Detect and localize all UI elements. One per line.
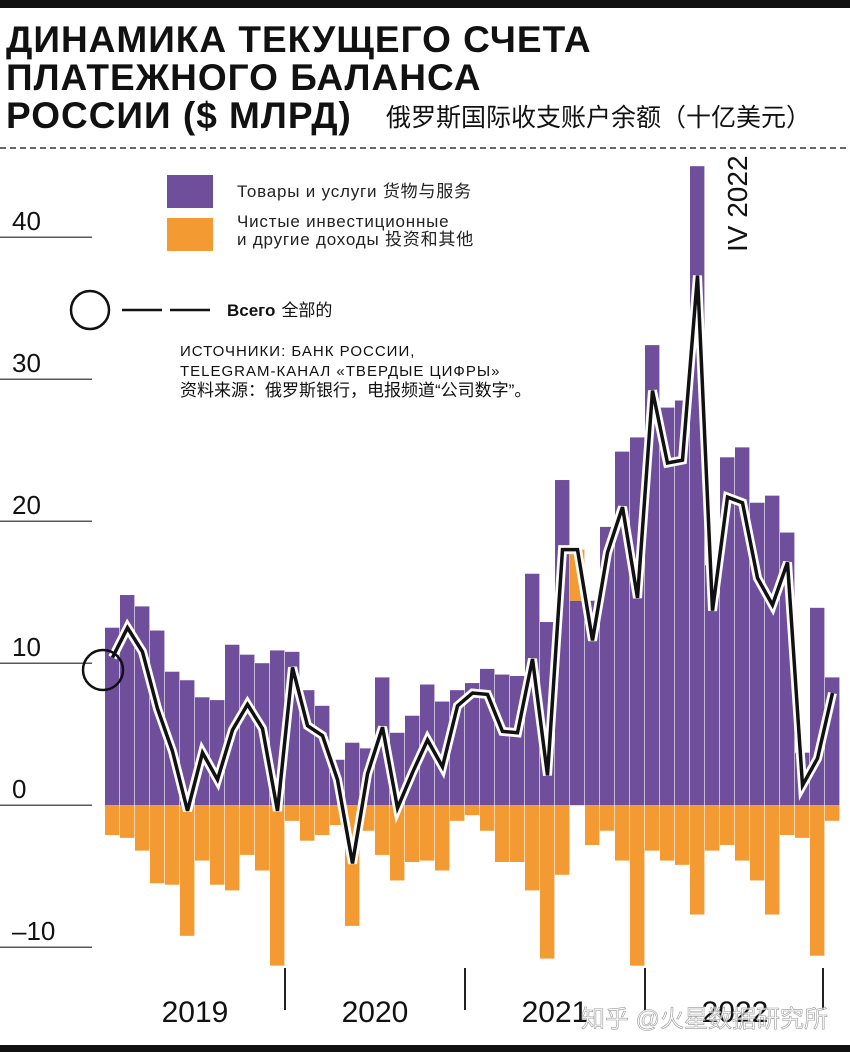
bar-income: [225, 805, 240, 891]
bar-goods: [345, 742, 360, 806]
watermark: 知乎 @火星数据研究所: [581, 1006, 828, 1033]
legend-label: Товары и услуги 货物与服务: [237, 182, 472, 201]
bar-goods: [570, 600, 585, 806]
bar-income: [405, 805, 420, 862]
bar-income: [750, 805, 765, 881]
bar-income: [765, 805, 780, 915]
bar-income: [210, 805, 225, 885]
year-label: 2020: [342, 996, 409, 1029]
bar-goods: [690, 166, 705, 806]
bar-income: [105, 805, 120, 836]
bar-income: [285, 805, 300, 821]
bar-goods: [765, 495, 780, 806]
bar-income: [300, 805, 315, 841]
y-tick-label: 40: [12, 206, 41, 236]
total-line: [110, 275, 835, 864]
year-label: 2019: [162, 996, 229, 1029]
annotation: IV 2022: [722, 155, 753, 252]
legend-total-label: Всего 全部的: [227, 301, 332, 320]
bar-goods: [465, 683, 480, 806]
bar-income: [555, 805, 570, 875]
bar-income: [315, 805, 330, 836]
bar-income: [375, 805, 390, 855]
y-tick-label: 30: [12, 348, 41, 378]
bar-income: [180, 805, 195, 936]
bar-income: [660, 805, 675, 861]
bar-income: [420, 805, 435, 861]
bar-income: [825, 805, 840, 821]
y-tick-label: –10: [12, 916, 55, 946]
bar-income: [120, 805, 135, 838]
bar-income: [690, 805, 705, 915]
bar-income: [495, 805, 510, 862]
year-label: 2021: [522, 996, 589, 1029]
bar-income: [675, 805, 690, 865]
bar-income: [735, 805, 750, 861]
bar-income: [165, 805, 180, 885]
chart-subtitle: 俄罗斯国际收支账户余额（十亿美元）: [386, 104, 811, 132]
bar-goods: [615, 451, 630, 806]
bar-income: [480, 805, 495, 831]
bar-goods: [660, 407, 675, 806]
bar-income: [135, 805, 150, 851]
bar-goods: [180, 680, 195, 806]
legend-label: Чистые инвестиционные: [237, 212, 449, 231]
bar-income: [255, 805, 270, 871]
legend-label: и другие доходы 投资和其他: [237, 230, 474, 249]
legend-swatch: [167, 175, 213, 208]
bar-income: [540, 805, 555, 959]
bar-income: [450, 805, 465, 821]
bar-income: [390, 805, 405, 881]
bar-income: [510, 805, 525, 862]
year-label: 2022: [702, 996, 769, 1029]
bar-income: [705, 805, 720, 851]
y-tick-label: 0: [12, 774, 26, 804]
bottom-rule: [0, 1045, 850, 1052]
legend-total-name: Всего: [227, 301, 275, 320]
source: ИСТОЧНИКИ: БАНК РОССИИ,: [180, 343, 415, 360]
bar-income: [240, 805, 255, 855]
legend-total-name-zh: 全部的: [281, 301, 332, 320]
y-tick-label: 20: [12, 490, 41, 520]
y-tick-label: 10: [12, 632, 41, 662]
bar-income: [720, 805, 735, 845]
total-callout: [81, 648, 125, 692]
bar-income: [615, 805, 630, 861]
bar-goods: [675, 400, 690, 806]
chart-title: ПЛАТЕЖНОГО БАЛАНСА: [6, 57, 481, 98]
bar-income: [270, 805, 285, 966]
bar-goods: [480, 668, 495, 806]
top-rule: [0, 0, 850, 8]
bar-goods: [495, 674, 510, 806]
bar-income: [600, 805, 615, 831]
bar-goods: [120, 595, 135, 806]
chart-title: ДИНАМИКА ТЕКУЩЕГО СЧЕТА: [6, 19, 592, 60]
bar-goods: [105, 627, 120, 806]
source: 资料来源：俄罗斯银行，电报频道“公司数字”。: [180, 381, 531, 400]
chart-title: РОССИИ ($ МЛРД): [6, 95, 352, 136]
source: TELEGRAM-КАНАЛ «ТВЕРДЫЕ ЦИФРЫ»: [180, 363, 500, 380]
bar-income: [525, 805, 540, 891]
bar-income: [465, 805, 480, 816]
bar-income: [795, 805, 810, 838]
bar-income: [585, 805, 600, 845]
bar-income: [645, 805, 660, 851]
bar-income: [630, 805, 645, 966]
bar-goods: [240, 654, 255, 806]
bar-income: [195, 805, 210, 861]
bar-income: [810, 805, 825, 956]
bar-income: [150, 805, 165, 884]
bar-income: [780, 805, 795, 836]
legend-total-marker: [69, 289, 111, 331]
bar-income: [435, 805, 450, 871]
bar-goods: [585, 600, 600, 806]
legend-swatch: [167, 218, 213, 251]
bar-goods: [705, 565, 720, 806]
